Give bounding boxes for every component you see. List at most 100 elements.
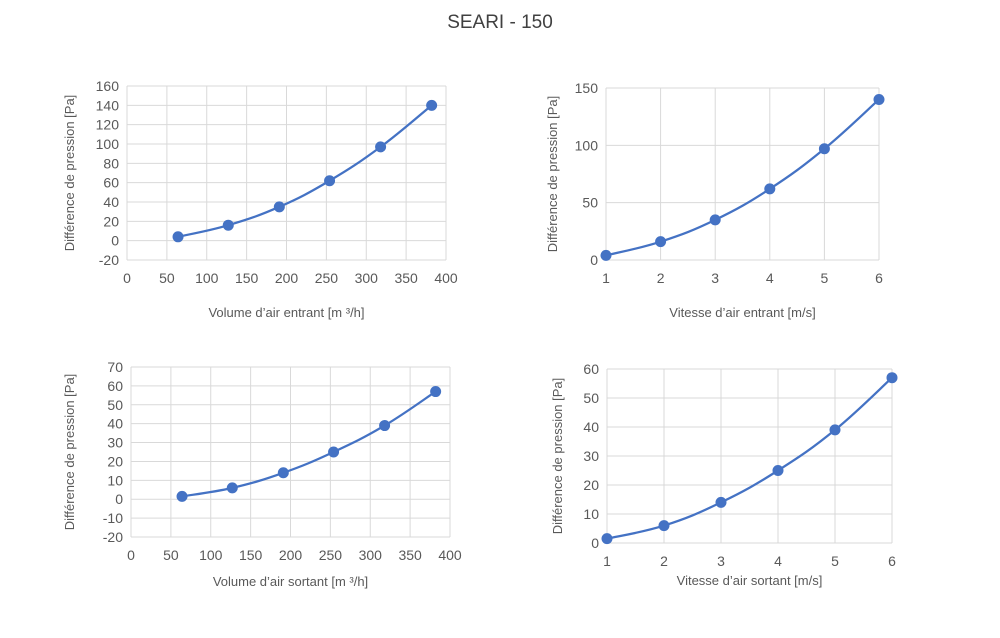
data-point xyxy=(328,446,340,458)
chart-volume-entrant: 0 50 100 150 200 250 300 350 400-200204060801001… xyxy=(62,78,458,320)
x-tick-label: 4 xyxy=(774,553,782,569)
y-tick-label: 160 xyxy=(96,78,120,94)
y-axis-title: Différence de pression [Pa] xyxy=(550,378,565,535)
y-tick-label: -10 xyxy=(103,510,123,526)
y-tick-label: 100 xyxy=(575,137,599,153)
x-tick-label: 1 xyxy=(603,553,611,569)
x-tick-label: 1 xyxy=(602,270,610,286)
data-point xyxy=(772,465,784,476)
data-point xyxy=(430,386,442,398)
data-point xyxy=(818,143,830,155)
data-point xyxy=(277,467,289,479)
y-tick-label: 30 xyxy=(107,435,123,451)
data-point xyxy=(273,201,285,213)
x-tick-label: 350 xyxy=(398,547,422,563)
x-tick-label: 50 xyxy=(163,547,179,563)
y-tick-label: 0 xyxy=(591,535,599,551)
series-line xyxy=(606,376,893,540)
y-tick-label: 10 xyxy=(107,472,123,488)
data-point xyxy=(226,482,238,494)
x-tick-label: 300 xyxy=(355,270,379,286)
chart-volume-sortant: 0 50 100 150 200 250 300 350 400 -20 -10 0 10 20 30 40 5… xyxy=(62,359,462,589)
data-point xyxy=(324,175,336,187)
y-tick-label: 150 xyxy=(575,80,599,96)
y-tick-label: 10 xyxy=(583,506,599,522)
x-tick-label: 200 xyxy=(279,547,303,563)
data-point xyxy=(601,533,613,545)
x-axis-title: Vitesse d’air entrant [m/s] xyxy=(669,305,815,320)
x-tick-label: 2 xyxy=(657,270,665,286)
data-point xyxy=(715,496,727,508)
x-tick-label: 250 xyxy=(315,270,339,286)
y-tick-label: 70 xyxy=(107,359,123,375)
x-tick-label: 0 xyxy=(127,547,135,563)
x-tick-label: 6 xyxy=(875,270,883,286)
data-point xyxy=(375,141,387,153)
x-tick-label: 0 xyxy=(123,270,131,286)
data-point xyxy=(829,424,841,436)
data-point xyxy=(426,99,438,111)
y-tick-label: 50 xyxy=(107,397,123,413)
x-tick-label: 150 xyxy=(235,270,259,286)
data-point xyxy=(658,520,670,532)
series-line xyxy=(605,98,880,257)
y-tick-label: 40 xyxy=(583,419,599,435)
y-tick-label: 20 xyxy=(107,453,123,469)
y-tick-label: 50 xyxy=(582,195,598,211)
chart-vitesse-entrant: 1 2 3 4 5 6 0 50 100 150 Vitesse d’air entrant [m/… xyxy=(545,80,885,320)
x-tick-label: 2 xyxy=(660,553,668,569)
x-tick-label: 5 xyxy=(821,270,829,286)
y-tick-label: 0 xyxy=(111,233,119,249)
data-point xyxy=(886,372,898,384)
data-point xyxy=(709,214,721,226)
x-tick-label: 300 xyxy=(359,547,383,563)
x-tick-label: 3 xyxy=(711,270,719,286)
x-axis-title: Volume d’air entrant [m ³/h] xyxy=(208,305,364,320)
y-tick-label: 20 xyxy=(103,213,119,229)
x-tick-label: 150 xyxy=(239,547,263,563)
data-point xyxy=(600,249,612,261)
data-point xyxy=(764,183,776,195)
y-tick-label: 120 xyxy=(96,117,120,133)
y-axis-title: Différence de pression [Pa] xyxy=(62,374,77,531)
x-tick-label: 200 xyxy=(275,270,299,286)
x-tick-label: 3 xyxy=(717,553,725,569)
y-tick-label: 30 xyxy=(583,448,599,464)
y-axis-title: Différence de pression [Pa] xyxy=(545,96,560,253)
y-tick-label: 0 xyxy=(115,491,123,507)
x-tick-label: 400 xyxy=(434,270,458,286)
y-axis-title: Différence de pression [Pa] xyxy=(62,95,77,252)
y-tick-label: 80 xyxy=(103,155,119,171)
y-tick-label: 100 xyxy=(96,136,120,152)
y-tick-label: 140 xyxy=(96,97,120,113)
y-tick-label: 60 xyxy=(107,378,123,394)
data-point xyxy=(176,490,188,502)
x-axis-title: Vitesse d’air sortant [m/s] xyxy=(677,573,823,588)
data-point xyxy=(222,219,234,231)
x-axis-title: Volume d’air sortant [m ³/h] xyxy=(213,574,368,589)
y-tick-label: 0 xyxy=(590,252,598,268)
y-tick-label: 20 xyxy=(583,477,599,493)
y-tick-label: 50 xyxy=(583,390,599,406)
x-tick-label: 100 xyxy=(195,270,219,286)
y-tick-label: 40 xyxy=(103,194,119,210)
figure-title: SEARI - 150 xyxy=(447,12,553,33)
x-tick-label: 6 xyxy=(888,553,896,569)
y-tick-label: -20 xyxy=(99,252,119,268)
data-point xyxy=(379,420,391,432)
x-tick-label: 4 xyxy=(766,270,774,286)
data-point xyxy=(172,231,184,243)
y-tick-label: 60 xyxy=(583,361,599,377)
x-tick-label: 350 xyxy=(394,270,418,286)
y-tick-label: -20 xyxy=(103,529,123,545)
data-point xyxy=(873,93,885,105)
x-tick-label: 50 xyxy=(159,270,175,286)
x-tick-label: 100 xyxy=(199,547,223,563)
x-tick-label: 400 xyxy=(438,547,462,563)
x-tick-label: 250 xyxy=(319,547,343,563)
data-point xyxy=(655,236,667,248)
y-tick-label: 40 xyxy=(107,416,123,432)
x-tick-label: 5 xyxy=(831,553,839,569)
